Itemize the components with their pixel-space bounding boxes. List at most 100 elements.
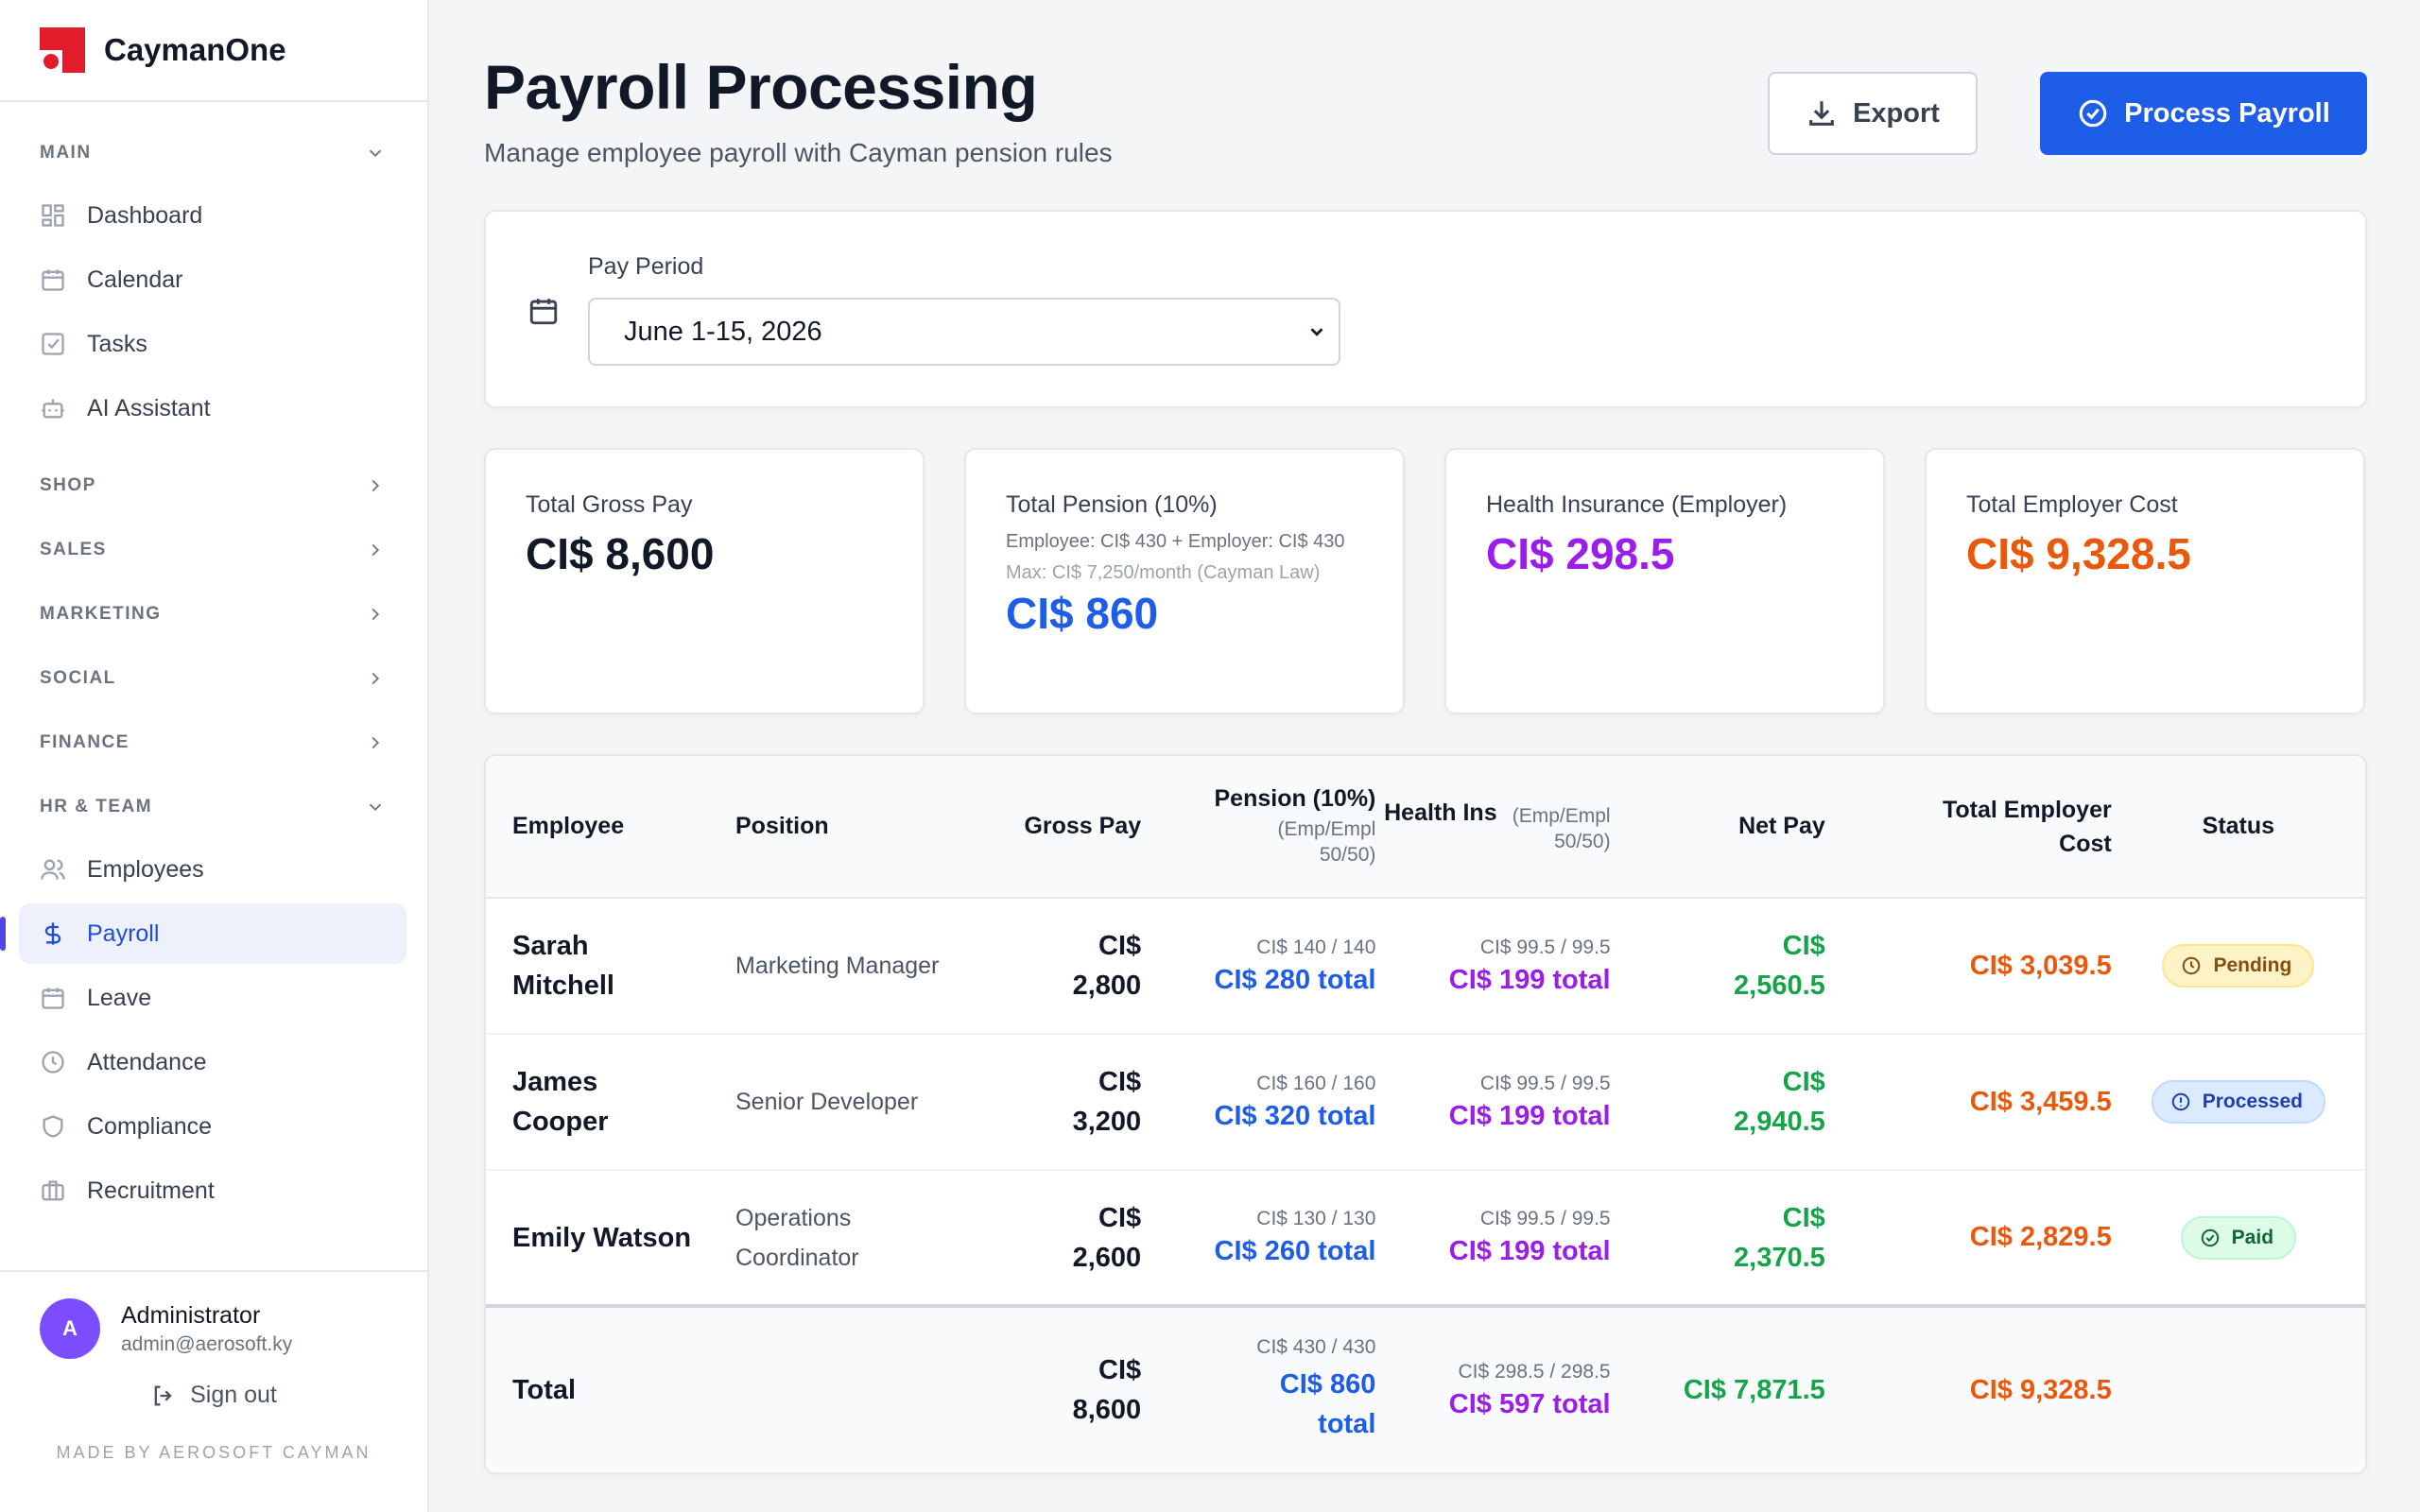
section-label: MAIN bbox=[40, 143, 92, 163]
user-profile[interactable]: A Administrator admin@aerosoft.ky bbox=[0, 1272, 427, 1359]
gross-pay: CI$ 2,600 bbox=[1072, 1202, 1142, 1273]
status-badge: Pending bbox=[2162, 944, 2315, 988]
table-row[interactable]: Emily Watson Operations Coordinator CI$ … bbox=[486, 1170, 2365, 1307]
sidebar-item-calendar[interactable]: Calendar bbox=[19, 249, 406, 310]
total-pension-total: CI$ 860 total bbox=[1279, 1369, 1376, 1439]
table-total-row: Total CI$ 8,600 CI$ 430 / 430 CI$ 860 tot… bbox=[486, 1304, 2365, 1472]
col-pension[interactable]: Pension (10%) (Emp/Empl 50/50) bbox=[1141, 756, 1376, 899]
pension-split: CI$ 160 / 160 bbox=[1256, 1072, 1376, 1094]
col-position[interactable]: Position bbox=[735, 756, 984, 899]
gross-pay: CI$ 3,200 bbox=[1072, 1067, 1142, 1137]
sidebar-item-label: Tasks bbox=[87, 330, 147, 357]
sidebar-item-attendance[interactable]: Attendance bbox=[19, 1032, 406, 1092]
col-health-sub: (Emp/Empl 50/50) bbox=[1512, 804, 1611, 852]
employer-cost: CI$ 2,829.5 bbox=[1969, 1222, 2112, 1252]
pay-period-card: Pay Period June 1-15, 2026 bbox=[484, 210, 2367, 408]
sidebar-item-label: Employees bbox=[87, 855, 204, 883]
sidebar-nav: MAIN Dashboard Calendar Tasks AI Assista… bbox=[0, 102, 427, 1221]
section-finance[interactable]: FINANCE bbox=[0, 714, 427, 771]
table-row[interactable]: James Cooper Senior Developer CI$ 3,200 … bbox=[486, 1034, 2365, 1171]
col-pension-label: Pension (10%) bbox=[1214, 785, 1376, 812]
section-shop[interactable]: SHOP bbox=[0, 457, 427, 514]
sidebar-item-label: Recruitment bbox=[87, 1177, 215, 1204]
stat-label: Total Pension (10%) bbox=[1006, 491, 1218, 518]
sidebar-item-label: AI Assistant bbox=[87, 394, 211, 421]
page-subtitle: Manage employee payroll with Cayman pens… bbox=[484, 138, 1113, 167]
col-employee[interactable]: Employee bbox=[486, 756, 735, 899]
section-label: SOCIAL bbox=[40, 668, 116, 688]
pension-split: CI$ 130 / 130 bbox=[1256, 1208, 1376, 1229]
pension-total: CI$ 280 total bbox=[1214, 964, 1376, 995]
pay-period-select[interactable]: June 1-15, 2026 bbox=[588, 298, 1340, 366]
pay-period-value: June 1-15, 2026 bbox=[624, 316, 822, 347]
brand-name: CaymanOne bbox=[104, 32, 286, 67]
total-health-total: CI$ 597 total bbox=[1448, 1388, 1611, 1419]
stat-value: CI$ 9,328.5 bbox=[1966, 529, 2191, 578]
section-label: SALES bbox=[40, 540, 107, 559]
col-gross-pay[interactable]: Gross Pay bbox=[983, 756, 1142, 899]
stat-note-max: Max: CI$ 7,250/month (Cayman Law) bbox=[1006, 562, 1321, 583]
col-net-pay[interactable]: Net Pay bbox=[1610, 756, 1825, 899]
robot-icon bbox=[42, 399, 64, 419]
process-payroll-button[interactable]: Process Payroll bbox=[2040, 72, 2367, 155]
sidebar-item-label: Attendance bbox=[87, 1048, 207, 1075]
section-marketing[interactable]: MARKETING bbox=[0, 586, 427, 643]
col-total-employer-cost[interactable]: Total Employer Cost bbox=[1824, 756, 2112, 899]
total-net-pay: CI$ 7,871.5 bbox=[1683, 1375, 1825, 1405]
dollar-icon bbox=[44, 922, 61, 945]
chevron-down-icon bbox=[1310, 328, 1323, 336]
section-hr-team[interactable]: HR & TEAM bbox=[0, 779, 427, 835]
employee-name: Sarah Mitchell bbox=[512, 931, 614, 1001]
section-main[interactable]: MAIN bbox=[0, 125, 427, 181]
brand-logo bbox=[40, 27, 85, 73]
net-pay: CI$ 2,370.5 bbox=[1734, 1202, 1825, 1273]
chevron-right-icon bbox=[372, 479, 380, 492]
col-health-ins[interactable]: Health Ins (Emp/Empl 50/50) bbox=[1375, 756, 1611, 899]
section-sales[interactable]: SALES bbox=[0, 522, 427, 578]
sign-out-button[interactable]: Sign out bbox=[0, 1382, 427, 1409]
employer-cost: CI$ 3,039.5 bbox=[1969, 950, 2112, 981]
sidebar-item-tasks[interactable]: Tasks bbox=[19, 314, 406, 374]
header-actions: Export Process Payroll bbox=[1768, 72, 2367, 155]
sidebar-item-recruitment[interactable]: Recruitment bbox=[19, 1160, 406, 1221]
section-label: MARKETING bbox=[40, 604, 162, 624]
health-total: CI$ 199 total bbox=[1448, 1236, 1611, 1266]
clock-icon bbox=[42, 1051, 64, 1074]
sidebar-item-payroll[interactable]: Payroll bbox=[0, 903, 406, 964]
gross-pay: CI$ 2,800 bbox=[1072, 931, 1142, 1001]
sidebar-item-employees[interactable]: Employees bbox=[19, 839, 406, 900]
user-email: admin@aerosoft.ky bbox=[121, 1332, 293, 1355]
pension-total: CI$ 260 total bbox=[1214, 1236, 1376, 1266]
employee-position: Operations Coordinator bbox=[735, 1204, 859, 1271]
main-content: Payroll Processing Manage employee payro… bbox=[429, 0, 2420, 1512]
sidebar-item-leave[interactable]: Leave bbox=[19, 968, 406, 1028]
employee-name: Emily Watson bbox=[512, 1222, 692, 1253]
chevron-right-icon bbox=[372, 543, 380, 557]
sidebar-item-compliance[interactable]: Compliance bbox=[19, 1096, 406, 1157]
sidebar-item-dashboard[interactable]: Dashboard bbox=[19, 185, 406, 246]
section-label: HR & TEAM bbox=[40, 797, 153, 816]
section-social[interactable]: SOCIAL bbox=[0, 650, 427, 707]
sidebar-item-label: Payroll bbox=[87, 919, 160, 947]
sidebar-item-ai-assistant[interactable]: AI Assistant bbox=[19, 378, 406, 438]
table-row[interactable]: Sarah Mitchell Marketing Manager CI$ 2,8… bbox=[486, 898, 2365, 1035]
brand[interactable]: CaymanOne bbox=[0, 0, 427, 102]
col-status[interactable]: Status bbox=[2111, 756, 2365, 899]
col-health-label: Health Ins bbox=[1384, 799, 1497, 826]
chevron-down-icon bbox=[369, 149, 382, 158]
stat-total-gross-pay: Total Gross Pay CI$ 8,600 bbox=[484, 448, 925, 714]
sidebar-item-label: Compliance bbox=[87, 1112, 213, 1140]
col-pension-sub: (Emp/Empl 50/50) bbox=[1277, 818, 1376, 866]
check-circle-icon bbox=[2079, 99, 2107, 128]
sidebar-footer: A Administrator admin@aerosoft.ky Sign o… bbox=[0, 1270, 427, 1463]
total-pension-split: CI$ 430 / 430 bbox=[1256, 1336, 1376, 1358]
stat-total-pension: Total Pension (10%) Employee: CI$ 430 + … bbox=[964, 448, 1405, 714]
process-payroll-label: Process Payroll bbox=[2124, 97, 2330, 129]
export-label: Export bbox=[1853, 97, 1940, 129]
export-button[interactable]: Export bbox=[1768, 72, 1978, 155]
grid-icon bbox=[42, 204, 64, 227]
health-split: CI$ 99.5 / 99.5 bbox=[1479, 936, 1611, 958]
avatar: A bbox=[40, 1298, 100, 1359]
section-label: SHOP bbox=[40, 475, 96, 495]
page-header: Payroll Processing Manage employee payro… bbox=[484, 0, 2367, 168]
